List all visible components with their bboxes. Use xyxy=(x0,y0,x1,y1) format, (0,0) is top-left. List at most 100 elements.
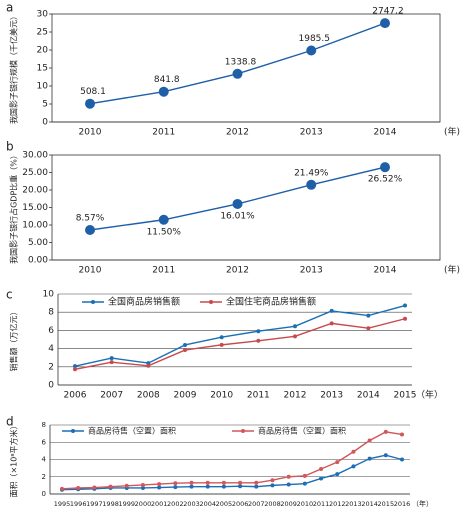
x-tick-label: 1996 xyxy=(70,500,87,508)
legend-marker xyxy=(241,429,245,433)
x-tick-label: 2010 xyxy=(79,128,102,138)
y-tick-label: 2 xyxy=(42,473,46,481)
data-point xyxy=(335,472,340,477)
data-point xyxy=(293,334,297,339)
legend-marker xyxy=(71,429,75,433)
x-tick-label: 2013 xyxy=(345,500,362,508)
data-point xyxy=(221,480,226,485)
data-line xyxy=(61,454,403,491)
legend-label: 全国商品房销售额 xyxy=(108,296,180,308)
panel-letter: c xyxy=(6,288,13,302)
y-tick-label: 30 xyxy=(37,10,49,20)
data-point xyxy=(238,480,243,485)
x-tick-label: 2013 xyxy=(320,391,343,401)
data-point xyxy=(124,483,129,488)
x-tick-label: 2010 xyxy=(297,500,314,508)
y-tick-label: 5.00 xyxy=(28,238,48,248)
data-label: 11.50% xyxy=(147,227,182,237)
x-tick-label: 2015 xyxy=(394,391,417,401)
data-point xyxy=(92,485,97,490)
x-tick-label: 2002 xyxy=(167,500,184,508)
data-point xyxy=(189,484,194,489)
x-tick-label: 1998 xyxy=(102,500,119,508)
data-point xyxy=(157,485,162,490)
y-tick-label: 15.00 xyxy=(22,203,48,213)
y-tick-label: 20.00 xyxy=(22,186,48,196)
data-line xyxy=(74,318,406,370)
data-point xyxy=(183,348,187,353)
data-point xyxy=(367,438,372,443)
x-tick-label: 2000 xyxy=(135,500,152,508)
data-point xyxy=(157,482,162,487)
x-tick-label: 1997 xyxy=(86,500,103,508)
data-point xyxy=(189,480,194,485)
data-point xyxy=(158,86,169,97)
data-point xyxy=(158,214,169,225)
data-point xyxy=(109,356,114,361)
y-tick-label: 6 xyxy=(48,326,54,336)
data-point xyxy=(403,316,407,321)
y-tick-label: 4 xyxy=(42,456,47,464)
data-point xyxy=(329,321,334,326)
y-tick-label: 10 xyxy=(43,290,55,300)
x-tick-label: 2009 xyxy=(280,500,297,508)
data-point xyxy=(400,432,404,437)
data-label: 2747.2 xyxy=(372,7,404,17)
legend-label: 全国住宅商品房销售额 xyxy=(226,296,316,308)
y-tick-label: 4 xyxy=(48,344,54,354)
data-point xyxy=(286,474,291,479)
x-tick-label: 2010 xyxy=(210,391,233,401)
x-tick-label: 2011 xyxy=(247,391,270,401)
data-point xyxy=(73,367,77,372)
x-tick-label: 2011 xyxy=(313,500,330,508)
x-tick-label: 2012 xyxy=(284,391,307,401)
plot-frame xyxy=(51,13,441,123)
y-axis-label: 销售额（万亿元） xyxy=(9,308,19,372)
data-point xyxy=(286,482,291,487)
data-point xyxy=(335,460,340,465)
data-point xyxy=(205,480,210,485)
data-point xyxy=(221,484,226,489)
x-tick-label: 2011 xyxy=(152,128,175,138)
x-tick-label: 2003 xyxy=(183,500,200,508)
x-tick-label: 2013 xyxy=(300,128,323,138)
x-tick-label: 2011 xyxy=(152,266,175,276)
data-point xyxy=(380,162,390,173)
data-point xyxy=(329,308,334,313)
data-label: 508.1 xyxy=(80,87,106,97)
data-point xyxy=(256,338,261,343)
data-point xyxy=(219,342,224,347)
data-point xyxy=(351,464,356,469)
data-point xyxy=(183,342,187,347)
data-point xyxy=(60,486,64,491)
y-tick-label: 0.00 xyxy=(28,256,48,266)
data-point xyxy=(254,484,259,489)
legend-label: 商品房待售（空置）面积 xyxy=(88,426,176,436)
x-tick-label: 1995 xyxy=(54,500,71,508)
y-tick-label: 10.00 xyxy=(22,221,48,231)
x-tick-label: 2012 xyxy=(329,500,346,508)
panel-letter: a xyxy=(6,1,13,15)
y-tick-label: 25.00 xyxy=(22,168,48,178)
data-point xyxy=(219,335,224,340)
x-tick-label: 2008 xyxy=(137,391,160,401)
y-tick-label: 5 xyxy=(42,100,48,110)
y-tick-label: 0 xyxy=(42,118,48,128)
data-point xyxy=(146,363,151,368)
data-point xyxy=(319,476,324,481)
data-point xyxy=(302,481,307,486)
y-tick-label: 20 xyxy=(37,46,49,56)
data-label: 1985.5 xyxy=(299,34,331,44)
data-point xyxy=(256,329,261,334)
x-tick-label: 2012 xyxy=(226,266,249,276)
data-point xyxy=(383,453,388,458)
data-point xyxy=(403,303,407,308)
legend-marker xyxy=(91,300,95,304)
data-label: 16.01% xyxy=(220,211,255,221)
data-point xyxy=(85,225,95,236)
data-point xyxy=(173,481,178,486)
y-tick-label: 8 xyxy=(42,421,46,429)
data-point xyxy=(380,18,390,29)
legend-marker xyxy=(209,300,213,304)
data-point xyxy=(254,480,259,485)
